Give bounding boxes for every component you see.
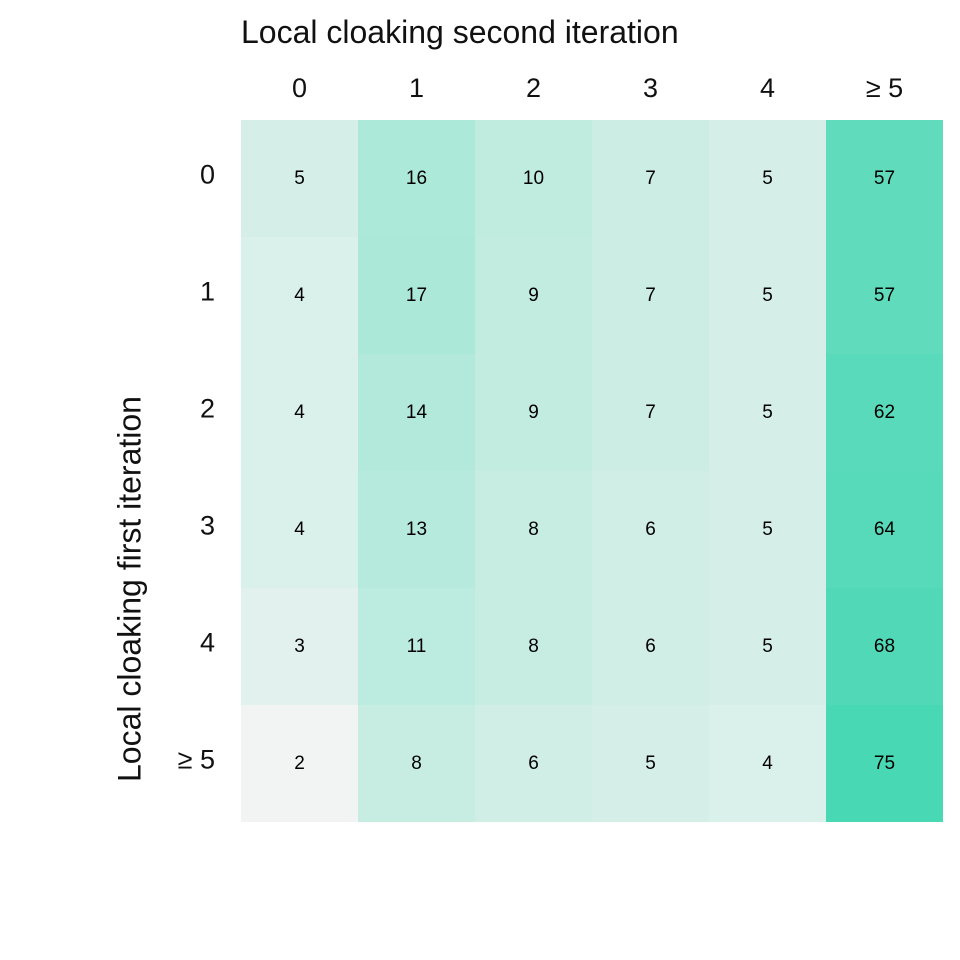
heatmap-cell: 4 xyxy=(241,471,358,588)
heatmap-cell: 14 xyxy=(358,354,475,471)
y-tick-label: ≥ 5 xyxy=(177,744,215,774)
x-tick-label: 4 xyxy=(759,73,776,103)
x-tick-label: 1 xyxy=(408,73,425,103)
y-tick-label: 4 xyxy=(199,627,215,657)
heatmap-cell: 13 xyxy=(358,471,475,588)
y-tick-label: 2 xyxy=(199,393,215,423)
x-tick-label: 2 xyxy=(525,73,542,103)
heatmap-cell: 4 xyxy=(241,354,358,471)
heatmap-cell: 4 xyxy=(241,237,358,354)
heatmap-cell: 5 xyxy=(709,120,826,237)
x-tick-label: ≥ 5 xyxy=(865,73,904,103)
heatmap-cell: 64 xyxy=(826,471,943,588)
heatmap-cell: 8 xyxy=(475,588,592,705)
heatmap-cell: 62 xyxy=(826,354,943,471)
heatmap-cell: 4 xyxy=(709,705,826,822)
heatmap-cell: 5 xyxy=(241,120,358,237)
x-tick-label: 0 xyxy=(291,73,308,103)
y-axis-title: Local cloaking first iteration xyxy=(111,396,148,782)
heatmap-cell: 2 xyxy=(241,705,358,822)
x-tick-label: 3 xyxy=(642,73,659,103)
heatmap-cell: 57 xyxy=(826,237,943,354)
heatmap-cell: 9 xyxy=(475,354,592,471)
heatmap-cell: 6 xyxy=(592,471,709,588)
heatmap-cell: 11 xyxy=(358,588,475,705)
heatmap-cell: 16 xyxy=(358,120,475,237)
heatmap-cell: 7 xyxy=(592,120,709,237)
y-tick-label: 0 xyxy=(199,159,215,189)
heatmap-cell: 6 xyxy=(475,705,592,822)
heatmap-cell: 57 xyxy=(826,120,943,237)
heatmap-cell: 5 xyxy=(709,471,826,588)
heatmap-cell: 5 xyxy=(592,705,709,822)
heatmap-cell: 6 xyxy=(592,588,709,705)
heatmap-cell: 7 xyxy=(592,354,709,471)
heatmap-cell: 7 xyxy=(592,237,709,354)
heatmap-cell: 9 xyxy=(475,237,592,354)
heatmap-cell: 5 xyxy=(709,588,826,705)
heatmap-cell: 10 xyxy=(475,120,592,237)
heatmap-cell: 3 xyxy=(241,588,358,705)
heatmap-cell: 5 xyxy=(709,354,826,471)
y-tick-label: 1 xyxy=(199,276,215,306)
y-tick-label: 3 xyxy=(199,510,215,540)
heatmap-cell: 68 xyxy=(826,588,943,705)
heatmap-cell: 8 xyxy=(358,705,475,822)
heatmap-cell: 8 xyxy=(475,471,592,588)
x-axis-title: Local cloaking second iteration xyxy=(241,14,679,50)
heatmap-cell: 75 xyxy=(826,705,943,822)
heatmap-cell: 17 xyxy=(358,237,475,354)
heatmap-cell: 5 xyxy=(709,237,826,354)
